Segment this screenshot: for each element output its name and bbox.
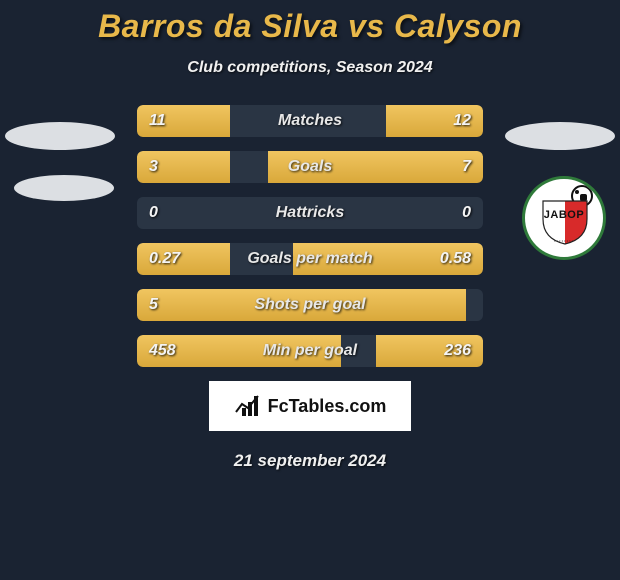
page-subtitle: Club competitions, Season 2024 [0,59,620,77]
stat-row: 0.270.58Goals per match [137,243,483,275]
stat-row: 458236Min per goal [137,335,483,367]
stat-value-left: 5 [149,289,158,321]
player-left-avatar [5,122,115,150]
player-right-avatar [505,122,615,150]
club-badge-subtext: ········ [525,239,603,245]
stat-bar-left [137,289,466,321]
comparison-card: Barros da Silva vs Calyson Club competit… [0,0,620,471]
stat-value-right: 12 [453,105,471,137]
stat-value-left: 0.27 [149,243,180,275]
stat-row: 5Shots per goal [137,289,483,321]
brand-text: FcTables.com [268,396,387,417]
stat-value-right: 236 [444,335,471,367]
date-stamp: 21 september 2024 [0,451,620,471]
stat-value-left: 3 [149,151,158,183]
stat-row: 1112Matches [137,105,483,137]
stat-value-right: 7 [462,151,471,183]
stat-value-left: 11 [149,105,166,137]
stat-value-left: 458 [149,335,176,367]
page-title: Barros da Silva vs Calyson [0,8,620,45]
brand-box: FcTables.com [209,381,411,431]
stat-bar-right [268,151,483,183]
club-badge-text: JABOP [525,209,603,221]
player-right-club-badge: JABOP ········ [522,176,606,260]
fctables-logo-icon [234,394,262,418]
stat-row: 37Goals [137,151,483,183]
player-left-club-avatar [14,175,114,201]
stat-value-right: 0.58 [440,243,471,275]
stat-value-left: 0 [149,197,158,229]
stats-list: 1112Matches37Goals00Hattricks0.270.58Goa… [137,105,483,367]
stat-label: Hattricks [137,197,483,229]
stat-row: 0 0Hattricks [137,197,483,229]
stat-value-right: 0 [462,197,471,229]
